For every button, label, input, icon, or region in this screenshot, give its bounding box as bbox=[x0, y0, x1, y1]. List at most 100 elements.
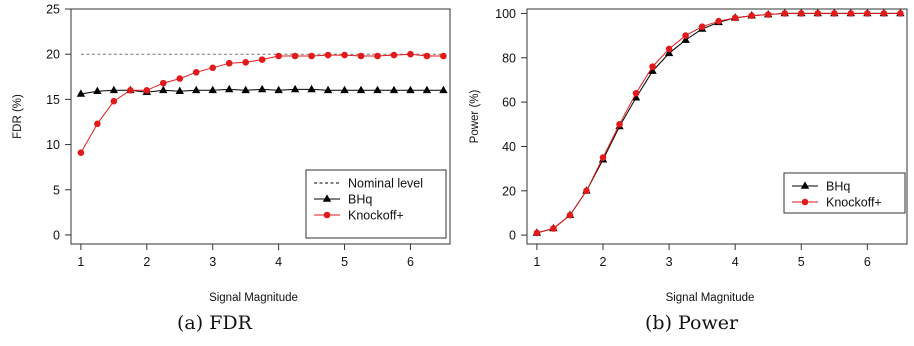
power-x-axis-title: Signal Magnitude bbox=[666, 292, 755, 304]
power-knockoff-point bbox=[781, 10, 789, 17]
fdr-x-tick-label: 4 bbox=[275, 255, 282, 269]
power-knockoff-point bbox=[764, 11, 772, 18]
fdr-x-tick-label: 1 bbox=[77, 255, 84, 269]
power-knockoff-point bbox=[897, 10, 904, 17]
power-knockoff-point bbox=[880, 10, 888, 17]
power-bhq-point bbox=[681, 35, 690, 43]
power-bhq-point bbox=[631, 93, 641, 101]
fdr-chart: 1 2 3 4 5 6 0 5 10 15 20 25 Signal Magnitude FDR (%) N… bbox=[12, 3, 451, 304]
power-y-tick-label: 80 bbox=[502, 51, 516, 65]
fdr-bhq-point bbox=[274, 85, 283, 94]
power-knockoff-point bbox=[797, 10, 805, 17]
fdr-bhq-point bbox=[208, 85, 217, 94]
power-knockoff-point bbox=[632, 89, 640, 97]
fdr-knockoff-point bbox=[192, 68, 200, 76]
power-x-tick-label: 1 bbox=[533, 255, 540, 269]
power-knockoff-point bbox=[616, 120, 623, 128]
fdr-knockoff-point bbox=[275, 52, 282, 60]
power-x-tick-label: 5 bbox=[798, 255, 805, 269]
power-plot-frame bbox=[526, 8, 908, 245]
power-caption: (b) Power bbox=[645, 312, 739, 334]
power-knockoff-point bbox=[665, 45, 673, 53]
fdr-knockoff-point bbox=[143, 87, 151, 94]
power-knockoff-point bbox=[831, 10, 838, 17]
fdr-knockoff-series-line bbox=[80, 53, 444, 153]
fdr-panel: 1 2 3 4 5 6 0 5 10 15 20 25 Signal Magnitude FDR (%) N… bbox=[12, 3, 451, 334]
power-bhq-point bbox=[664, 48, 674, 57]
fdr-bhq-point bbox=[439, 85, 448, 94]
fdr-bhq-point bbox=[257, 84, 267, 93]
power-legend-knockoff-swatch-marker bbox=[801, 198, 809, 206]
fdr-bhq-point bbox=[307, 84, 316, 93]
fdr-y-tick-label: 25 bbox=[46, 3, 60, 17]
fdr-y-tick-label: 15 bbox=[46, 93, 60, 107]
power-bhq-point bbox=[648, 66, 657, 74]
power-knockoff-point bbox=[698, 23, 706, 31]
fdr-bhq-point bbox=[192, 85, 201, 94]
fdr-x-tick-label: 5 bbox=[341, 255, 348, 269]
power-x-tick-label: 4 bbox=[732, 255, 739, 269]
fdr-y-tick-label: 10 bbox=[46, 138, 60, 152]
power-knockoff-point bbox=[864, 10, 871, 17]
power-knockoff-point bbox=[731, 14, 739, 22]
fdr-bhq-point bbox=[224, 84, 234, 93]
power-knockoff-point bbox=[682, 32, 689, 39]
fdr-x-axis: 1 2 3 4 5 6 bbox=[77, 244, 414, 269]
fdr-bhq-point bbox=[422, 85, 432, 94]
fdr-y-axis-title: FDR (%) bbox=[12, 94, 24, 139]
power-legend-knockoff-label: Knockoff+ bbox=[826, 196, 882, 210]
fdr-x-tick-label: 6 bbox=[407, 255, 414, 269]
fdr-knockoff-point bbox=[110, 97, 118, 105]
fdr-bhq-point bbox=[340, 85, 349, 94]
power-knockoff-point bbox=[533, 229, 541, 237]
power-knockoff-series bbox=[533, 10, 904, 237]
fdr-knockoff-point bbox=[209, 64, 217, 72]
fdr-knockoff-point bbox=[374, 52, 381, 60]
fdr-plot-frame bbox=[70, 8, 451, 245]
fdr-bhq-point bbox=[109, 85, 119, 94]
fdr-knockoff-point bbox=[308, 52, 315, 60]
fdr-knockoff-point bbox=[258, 56, 266, 63]
fdr-bhq-point bbox=[159, 85, 168, 94]
power-knockoff-point bbox=[583, 187, 590, 195]
power-knockoff-point bbox=[814, 10, 822, 17]
power-y-tick-label: 0 bbox=[509, 229, 516, 243]
fdr-x-tick-label: 3 bbox=[209, 255, 216, 269]
fdr-caption: (a) FDR bbox=[177, 312, 252, 334]
fdr-y-tick-label: 20 bbox=[46, 48, 60, 62]
fdr-legend-knockoff-label: Knockoff+ bbox=[348, 209, 404, 223]
fdr-knockoff-point bbox=[440, 52, 447, 60]
fdr-legend-nominal-label: Nominal level bbox=[348, 177, 423, 191]
power-x-tick-label: 2 bbox=[600, 255, 607, 269]
fdr-x-axis-title: Signal Magnitude bbox=[209, 292, 298, 304]
fdr-knockoff-point bbox=[176, 75, 184, 82]
fdr-knockoff-point bbox=[357, 52, 365, 60]
power-knockoff-point bbox=[550, 225, 557, 232]
fdr-bhq-point bbox=[290, 84, 300, 93]
power-legend-box bbox=[783, 172, 906, 214]
fdr-knockoff-point bbox=[159, 79, 167, 87]
fdr-legend-box bbox=[305, 169, 447, 239]
power-y-axis: 0 20 40 60 80 100 bbox=[495, 7, 527, 243]
power-knockoff-point bbox=[748, 12, 755, 19]
fdr-knockoff-series bbox=[77, 50, 447, 157]
fdr-bhq-point bbox=[175, 86, 184, 95]
power-x-axis: 1 2 3 4 5 6 bbox=[533, 244, 871, 269]
fdr-legend-bhq-swatch-marker bbox=[322, 194, 332, 202]
fdr-knockoff-point bbox=[341, 51, 348, 59]
power-y-tick-label: 100 bbox=[495, 7, 516, 21]
power-y-tick-label: 40 bbox=[502, 140, 516, 154]
power-knockoff-point bbox=[599, 154, 607, 161]
power-legend: BHq Knockoff+ bbox=[783, 172, 906, 214]
fdr-knockoff-point bbox=[225, 59, 233, 67]
fdr-knockoff-point bbox=[390, 51, 398, 59]
fdr-knockoff-point bbox=[242, 59, 249, 66]
power-knockoff-point bbox=[566, 211, 574, 219]
fdr-knockoff-point bbox=[423, 52, 431, 60]
power-panel: 1 2 3 4 5 6 0 20 40 60 80 100 Signal Magnitude Power … bbox=[457, 0, 914, 346]
fdr-knockoff-point bbox=[127, 87, 134, 94]
fdr-bhq-point bbox=[241, 85, 250, 94]
fdr-bhq-point bbox=[356, 85, 366, 94]
fdr-bhq-point bbox=[373, 85, 382, 94]
fdr-bhq-point bbox=[406, 85, 415, 94]
